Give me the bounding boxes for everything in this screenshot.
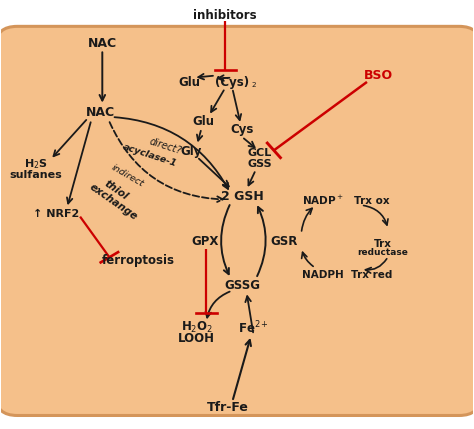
Text: NAC: NAC [88, 37, 117, 50]
FancyBboxPatch shape [0, 26, 474, 415]
Text: sulfanes: sulfanes [10, 170, 63, 180]
Text: ↑ NRF2: ↑ NRF2 [33, 208, 80, 219]
Text: (Cys): (Cys) [215, 76, 249, 89]
Text: GSR: GSR [271, 235, 298, 248]
Text: BSO: BSO [364, 69, 393, 82]
Text: NADPH: NADPH [302, 270, 344, 280]
Text: direct?: direct? [148, 136, 182, 156]
Text: Cys: Cys [230, 123, 254, 136]
Text: inhibitors: inhibitors [193, 9, 257, 22]
Text: 2 GSH: 2 GSH [221, 190, 264, 203]
Text: Trx: Trx [374, 239, 392, 248]
Text: GPX: GPX [191, 235, 219, 248]
Text: $_2$: $_2$ [251, 80, 257, 90]
Text: thiol: thiol [103, 178, 130, 202]
Text: exchange: exchange [87, 181, 139, 222]
Text: Glu: Glu [179, 76, 201, 89]
Text: H$_2$O$_2$: H$_2$O$_2$ [181, 320, 213, 335]
Text: Tfr-Fe: Tfr-Fe [207, 401, 248, 414]
Text: NADP$^+$: NADP$^+$ [302, 194, 344, 207]
Text: reductase: reductase [357, 248, 408, 257]
Text: GSS: GSS [247, 159, 272, 169]
Text: indirect: indirect [109, 163, 145, 189]
Text: NAC: NAC [85, 106, 115, 119]
Text: Trx ox: Trx ox [354, 196, 390, 206]
Text: acyclase-1: acyclase-1 [121, 142, 178, 169]
Text: Gly: Gly [180, 145, 201, 158]
Text: Glu: Glu [192, 115, 214, 128]
Text: GCL: GCL [247, 148, 272, 158]
Text: Trx red: Trx red [351, 270, 392, 280]
Text: Fe$^{2+}$: Fe$^{2+}$ [238, 320, 269, 336]
Text: GSSG: GSSG [225, 278, 261, 292]
Text: H$_2$S: H$_2$S [24, 157, 48, 171]
Text: ferroptosis: ferroptosis [101, 254, 174, 267]
Text: LOOH: LOOH [178, 332, 215, 345]
